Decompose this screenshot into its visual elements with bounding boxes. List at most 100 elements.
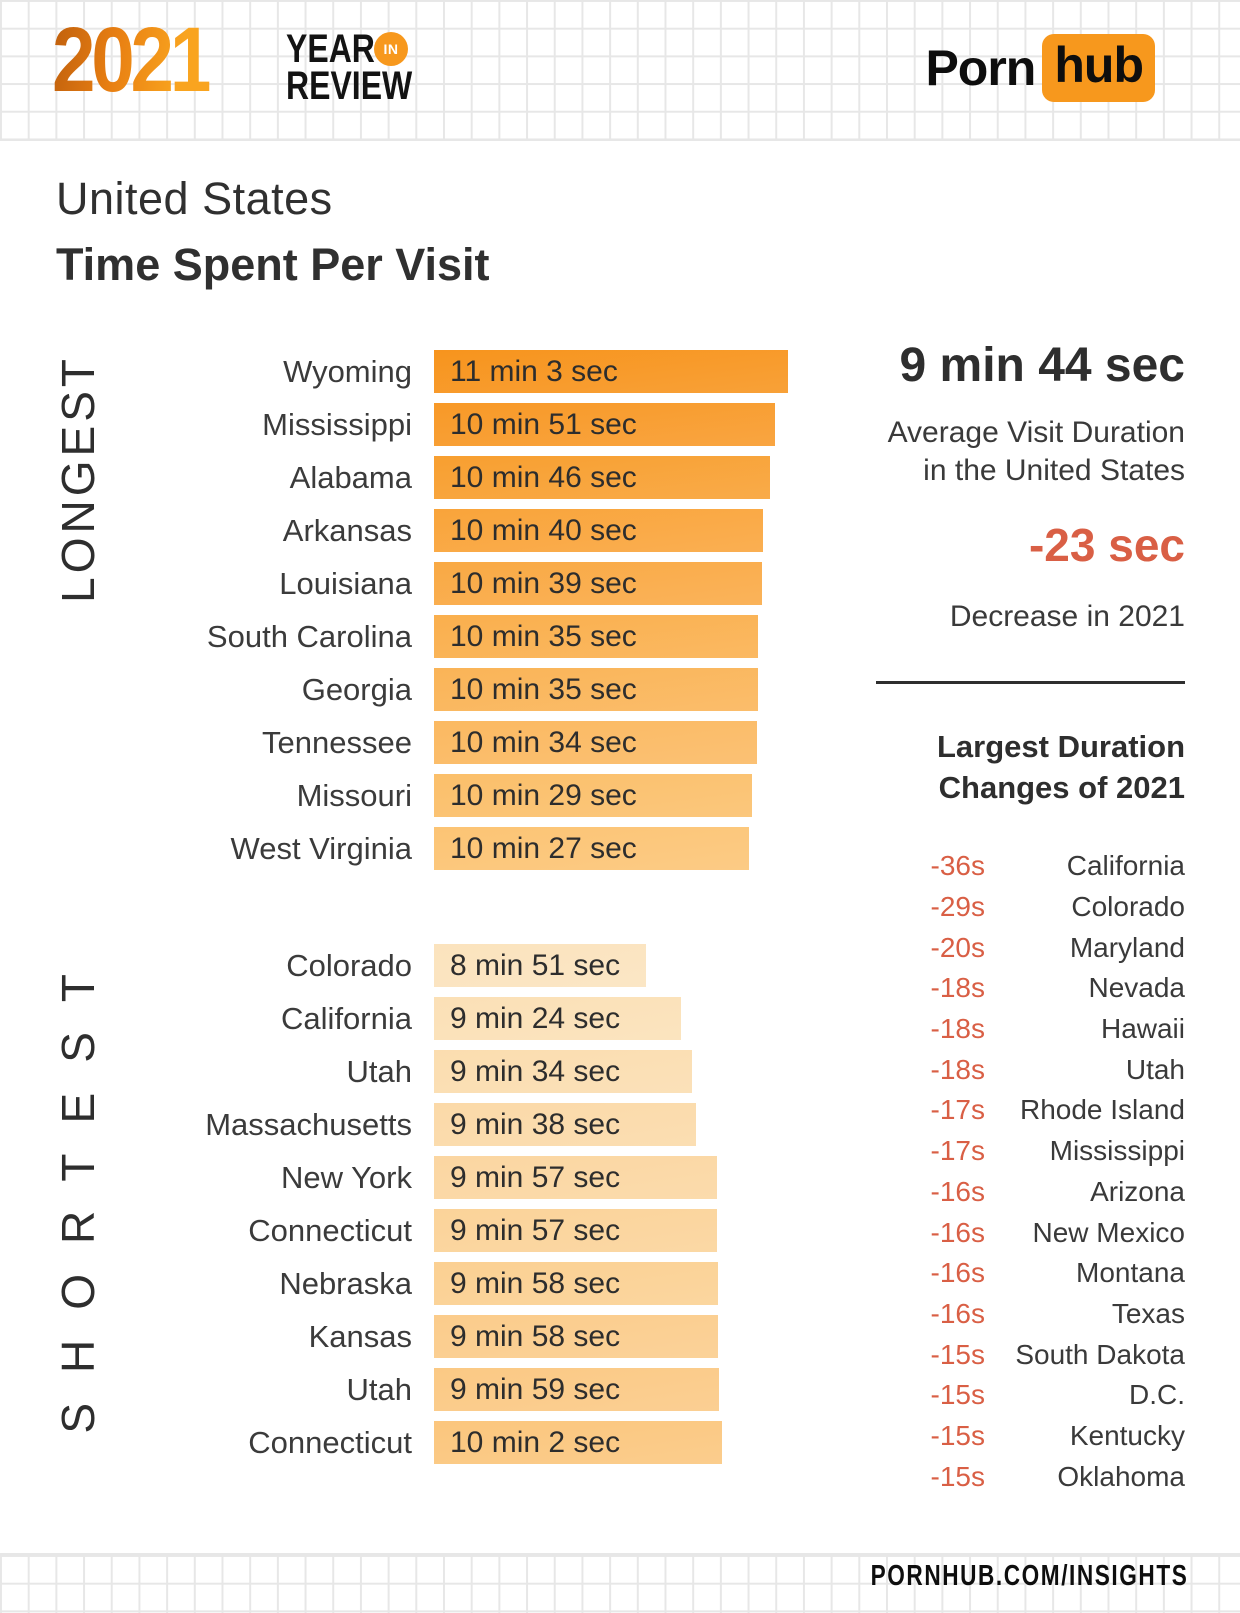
change-state: Rhode Island xyxy=(1019,1094,1185,1126)
duration-bar: 9 min 57 sec xyxy=(434,1209,717,1252)
state-label: Louisiana xyxy=(279,565,412,601)
change-delta: -15s xyxy=(930,1338,985,1370)
state-label: Utah xyxy=(346,1371,412,1407)
page-title-line1: United States xyxy=(56,173,333,224)
bar-row: West Virginia 10 min 27 sec xyxy=(40,827,860,870)
duration-change-row: -29s Colorado xyxy=(855,887,1185,928)
duration-change-value: -23 sec xyxy=(1028,519,1185,571)
bar-row: California 9 min 24 sec xyxy=(40,997,860,1040)
change-delta: -17s xyxy=(930,1094,985,1126)
average-visit-duration-value: 9 min 44 sec xyxy=(899,339,1185,392)
change-delta: -16s xyxy=(930,1257,985,1289)
duration-bar: 10 min 29 sec xyxy=(434,774,752,817)
duration-value: 10 min 29 sec xyxy=(450,778,637,812)
change-state: Texas xyxy=(1111,1297,1185,1329)
background-grid-bottom xyxy=(0,1553,1240,1613)
change-state: Maryland xyxy=(1069,931,1185,963)
duration-change-caption: Decrease in 2021 xyxy=(949,600,1185,633)
duration-bar: 8 min 51 sec xyxy=(434,944,646,987)
pornhub-logo-part2: hub xyxy=(1042,34,1155,102)
duration-bar: 10 min 35 sec xyxy=(434,615,758,658)
duration-bar: 10 min 2 sec xyxy=(434,1421,722,1464)
duration-bar: 10 min 51 sec xyxy=(434,403,775,446)
duration-value: 9 min 57 sec xyxy=(450,1160,621,1194)
change-state: California xyxy=(1066,850,1185,882)
duration-change-row: -20s Maryland xyxy=(855,927,1185,968)
state-label: West Virginia xyxy=(230,830,413,866)
duration-value: 10 min 27 sec xyxy=(450,831,637,865)
in-badge-icon: IN xyxy=(374,32,408,66)
state-label: Mississippi xyxy=(262,406,412,442)
state-label: Nebraska xyxy=(279,1265,412,1301)
duration-value: 10 min 34 sec xyxy=(450,725,637,759)
year-in-review-wordmark: YEAR REVIEW xyxy=(286,29,412,106)
change-delta: -15s xyxy=(930,1419,985,1451)
change-state: D.C. xyxy=(1129,1379,1185,1411)
state-label: Georgia xyxy=(301,671,412,707)
bar-row: New York 9 min 57 sec xyxy=(40,1156,860,1199)
duration-value: 9 min 24 sec xyxy=(450,1001,621,1035)
bar-row: South Carolina 10 min 35 sec xyxy=(40,615,860,658)
duration-change-row: -16s New Mexico xyxy=(855,1212,1185,1253)
state-label: New York xyxy=(281,1159,412,1195)
state-label: Alabama xyxy=(289,459,412,495)
duration-change-row: -17s Mississippi xyxy=(855,1131,1185,1172)
sidebar-divider xyxy=(876,681,1185,684)
duration-value: 8 min 51 sec xyxy=(450,948,621,982)
change-delta: -17s xyxy=(930,1135,985,1167)
duration-change-row: -15s South Dakota xyxy=(855,1334,1185,1375)
duration-change-row: -18s Nevada xyxy=(855,968,1185,1009)
largest-changes-title-line1: Largest Duration xyxy=(936,729,1185,764)
duration-bar: 9 min 38 sec xyxy=(434,1103,696,1146)
change-state: Kentucky xyxy=(1069,1419,1185,1451)
duration-change-row: -15s Kentucky xyxy=(855,1416,1185,1457)
change-delta: -18s xyxy=(930,972,985,1004)
bar-row: Kansas 9 min 58 sec xyxy=(40,1315,860,1358)
bar-row: Connecticut 10 min 2 sec xyxy=(40,1421,860,1464)
duration-change-row: -17s Rhode Island xyxy=(855,1090,1185,1131)
bar-row: Nebraska 9 min 58 sec xyxy=(40,1262,860,1305)
change-state: Utah xyxy=(1125,1053,1185,1085)
duration-bar: 9 min 57 sec xyxy=(434,1156,717,1199)
duration-change-row: -15s D.C. xyxy=(855,1375,1185,1416)
page-title-line2: Time Spent Per Visit xyxy=(56,239,490,290)
bar-row: Arkansas 10 min 40 sec xyxy=(40,509,860,552)
duration-change-row: -18s Hawaii xyxy=(855,1009,1185,1050)
bar-row: Tennessee 10 min 34 sec xyxy=(40,721,860,764)
duration-value: 9 min 58 sec xyxy=(450,1266,621,1300)
change-delta: -20s xyxy=(930,931,985,963)
duration-change-row: -16s Montana xyxy=(855,1253,1185,1294)
duration-change-row: -18s Utah xyxy=(855,1049,1185,1090)
background-grid-top xyxy=(0,0,1240,141)
change-state: Hawaii xyxy=(1100,1013,1185,1045)
state-label: South Carolina xyxy=(206,618,412,654)
change-delta: -29s xyxy=(930,891,985,923)
average-visit-duration-caption: Average Visit Duration in the United Sta… xyxy=(888,414,1185,490)
bar-row: Utah 9 min 34 sec xyxy=(40,1050,860,1093)
duration-value: 10 min 35 sec xyxy=(450,672,637,706)
state-label: Massachusetts xyxy=(205,1106,412,1142)
duration-value: 10 min 51 sec xyxy=(450,407,637,441)
shortest-bars-group: Colorado 8 min 51 sec California 9 min 24 s… xyxy=(40,944,860,1474)
state-label: Utah xyxy=(346,1053,412,1089)
longest-bars-group: Wyoming 11 min 3 sec Mississippi 10 min 51 … xyxy=(40,350,860,880)
duration-value: 10 min 35 sec xyxy=(450,619,637,653)
change-state: Montana xyxy=(1076,1257,1185,1289)
largest-changes-title: Largest Duration Changes of 2021 xyxy=(937,726,1185,808)
duration-value: 10 min 2 sec xyxy=(450,1425,621,1459)
duration-bar: 10 min 34 sec xyxy=(434,721,757,764)
state-label: Wyoming xyxy=(283,353,412,389)
change-delta: -36s xyxy=(930,850,985,882)
change-state: New Mexico xyxy=(1032,1216,1185,1248)
duration-bar: 10 min 40 sec xyxy=(434,509,763,552)
bar-row: Connecticut 9 min 57 sec xyxy=(40,1209,860,1252)
duration-bar: 10 min 35 sec xyxy=(434,668,758,711)
duration-bar: 9 min 34 sec xyxy=(434,1050,692,1093)
bar-row: Massachusetts 9 min 38 sec xyxy=(40,1103,860,1146)
state-label: Tennessee xyxy=(262,724,412,760)
bar-row: Missouri 10 min 29 sec xyxy=(40,774,860,817)
change-state: Arizona xyxy=(1090,1175,1185,1207)
largest-changes-title-line2: Changes of 2021 xyxy=(938,770,1185,805)
change-delta: -18s xyxy=(930,1053,985,1085)
page-title: United States Time Spent Per Visit xyxy=(56,166,490,298)
